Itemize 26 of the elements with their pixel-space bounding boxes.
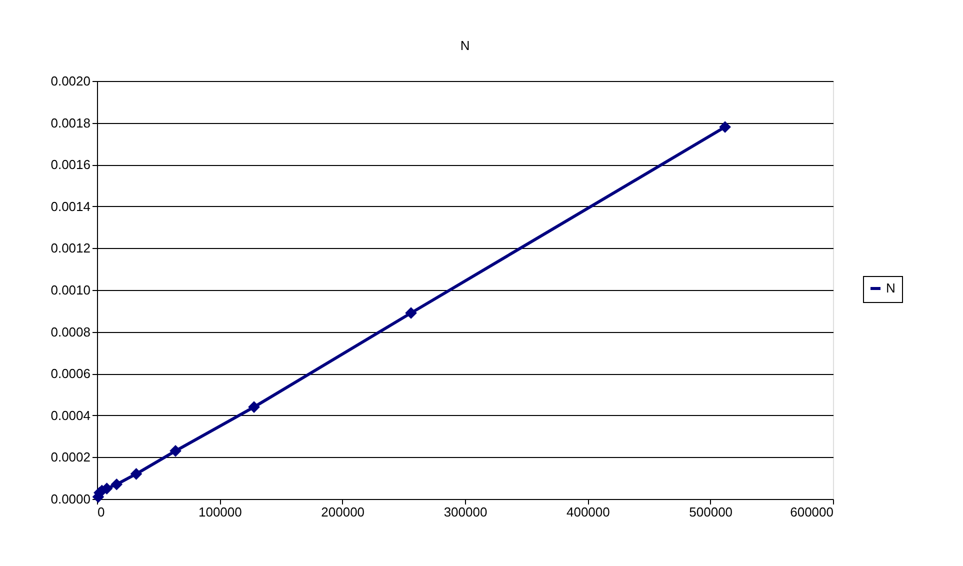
point — [405, 307, 417, 319]
point — [248, 401, 260, 413]
y-tick-label: 0.0004 — [50, 408, 90, 423]
point — [110, 478, 123, 490]
legend-label: N — [886, 280, 896, 296]
y-tick-label: 0.0012 — [50, 240, 90, 256]
y-tick-label: 0.0002 — [50, 450, 90, 465]
x-tick-label: 0 — [98, 504, 105, 520]
y-tick-label: 0.0014 — [50, 198, 90, 214]
x-tick-label: 200000 — [321, 504, 365, 520]
x-tick-label: 500000 — [689, 504, 733, 520]
point — [130, 468, 142, 480]
y-tick-label: 0.0008 — [50, 324, 90, 340]
x-tick-label: 100000 — [198, 504, 242, 520]
x-tick-label: 600000 — [790, 504, 834, 520]
x-tick-label: 400000 — [566, 504, 610, 520]
x-tick-label: 300000 — [444, 504, 488, 520]
point — [719, 121, 731, 133]
chart-title: N — [460, 38, 470, 53]
y-tick-label: 0.0018 — [50, 115, 90, 130]
y-tick-label: 0.0016 — [50, 157, 90, 172]
point — [170, 445, 182, 457]
y-tick-label: 0.0006 — [50, 366, 90, 382]
y-tick-label: 0.0000 — [50, 492, 90, 506]
y-tick-label: 0.0010 — [50, 282, 90, 298]
y-tick-label: 0.0020 — [50, 74, 90, 88]
